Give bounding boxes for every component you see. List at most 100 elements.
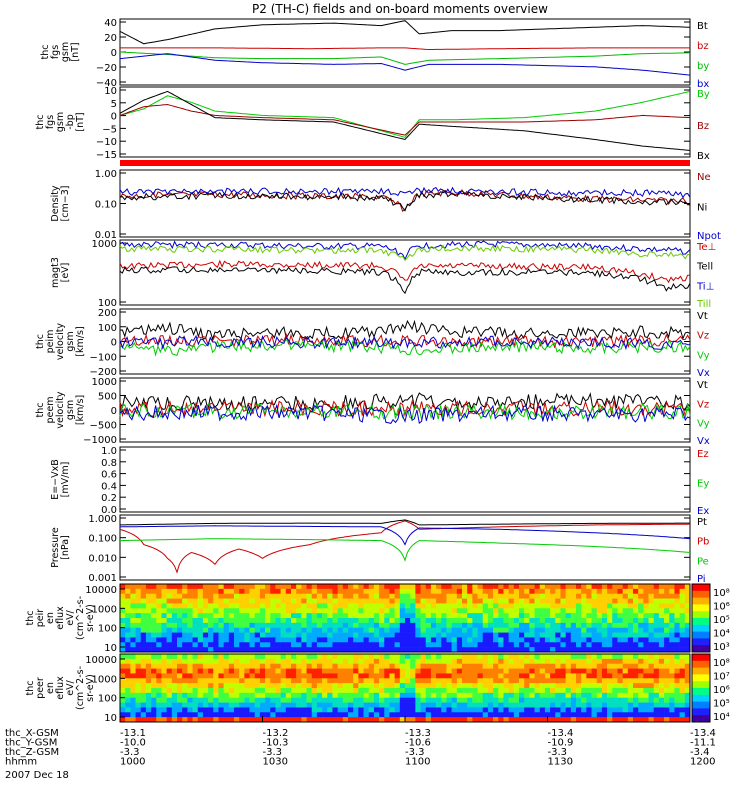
heatmap-cell: [197, 678, 204, 684]
heatmap-cell: [451, 683, 458, 689]
heatmap-cell: [125, 647, 131, 653]
heatmap-cell: [487, 642, 494, 648]
heatmap-cell: [570, 632, 577, 638]
heatmap-cell: [622, 598, 629, 604]
heatmap-cell: [617, 707, 623, 713]
heatmap-cell: [223, 654, 230, 660]
heatmap-cell: [477, 632, 484, 638]
heatmap-cell: [301, 717, 307, 723]
heatmap-cell: [519, 683, 525, 689]
heatmap-cell: [451, 608, 458, 614]
heatmap-cell: [322, 642, 328, 648]
heatmap-cell: [254, 647, 261, 653]
heatmap-cell: [296, 622, 302, 629]
heatmap-cell: [254, 637, 261, 643]
heatmap-cell: [596, 632, 603, 638]
heatmap-cell: [565, 618, 572, 624]
heatmap-cell: [244, 668, 250, 674]
heatmap-cell: [446, 642, 452, 648]
heatmap-cell: [612, 658, 618, 665]
heatmap-cell: [415, 588, 421, 595]
heatmap-cell: [337, 608, 344, 614]
heatmap-cell: [493, 647, 499, 653]
heatmap-cell: [648, 627, 655, 633]
heatmap-cell: [467, 598, 473, 604]
heatmap-cell: [363, 654, 370, 660]
heatmap-cell: [472, 707, 478, 713]
series-line-Ni: [119, 190, 691, 212]
heatmap-cell: [228, 588, 235, 595]
heatmap-cell: [389, 688, 395, 694]
heatmap-cell: [622, 663, 629, 669]
y-tick-label: 500: [98, 392, 117, 403]
heatmap-cell: [410, 668, 416, 674]
heatmap-cell: [399, 618, 406, 624]
heatmap-cell: [135, 707, 142, 713]
y-tick-label: 100: [98, 323, 117, 334]
heatmap-cell: [384, 717, 390, 723]
heatmap-cell: [482, 688, 489, 694]
heatmap-cell: [120, 642, 126, 648]
heatmap-cell: [456, 712, 463, 718]
heatmap-cell: [415, 683, 421, 689]
heatmap-cell: [565, 608, 572, 614]
heatmap-cell: [223, 622, 230, 629]
legend-entry: By: [697, 89, 710, 100]
heatmap-cell: [145, 702, 152, 708]
heatmap-cell: [570, 608, 577, 614]
heatmap-cell: [348, 627, 354, 633]
heatmap-cell: [394, 707, 401, 713]
heatmap-cell: [622, 608, 629, 614]
heatmap-cell: [166, 654, 173, 660]
heatmap-cell: [420, 678, 427, 684]
heatmap-cell: [363, 658, 370, 665]
heatmap-cell: [586, 588, 592, 595]
heatmap-cell: [353, 647, 359, 653]
heatmap-cell: [669, 697, 675, 703]
heatmap-cell: [524, 593, 530, 599]
heatmap-cell: [627, 598, 634, 604]
heatmap-cell: [565, 712, 572, 718]
heatmap-cell: [669, 683, 675, 689]
heatmap-cell: [477, 658, 484, 665]
heatmap-cell: [482, 702, 489, 708]
heatmap-cell: [576, 717, 582, 723]
heatmap-cell: [182, 642, 188, 648]
heatmap-cell: [394, 654, 401, 660]
heatmap-cell: [658, 707, 665, 713]
heatmap-cell: [327, 692, 333, 699]
heatmap-cell: [550, 678, 556, 684]
heatmap-cell: [140, 654, 147, 660]
heatmap-cell: [627, 654, 634, 660]
heatmap-cell: [596, 618, 603, 624]
y-tick-label: 1000: [92, 604, 117, 615]
heatmap-cell: [399, 603, 406, 609]
heatmap-cell: [503, 632, 509, 638]
heatmap-cell: [145, 673, 152, 679]
heatmap-cell: [280, 712, 287, 718]
heatmap-cell: [218, 668, 224, 674]
heatmap-cell: [456, 622, 463, 629]
heatmap-cell: [202, 717, 209, 723]
heatmap-cell: [430, 647, 437, 653]
heatmap-cell: [140, 717, 147, 723]
heatmap-cell: [555, 688, 561, 694]
heatmap-cell: [145, 622, 152, 629]
heatmap-cell: [482, 658, 489, 665]
heatmap-cell: [358, 647, 364, 653]
heatmap-cell: [348, 618, 354, 624]
heatmap-cell: [487, 627, 494, 633]
y-axis-label-line: en: [45, 612, 56, 624]
heatmap-cell: [529, 707, 535, 713]
heatmap-cell: [306, 692, 313, 699]
heatmap-cell: [612, 627, 618, 633]
heatmap-cell: [612, 593, 618, 599]
heatmap-cell: [228, 647, 235, 653]
heatmap-cell: [462, 632, 468, 638]
heatmap-cell: [633, 712, 639, 718]
heatmap-cell: [627, 663, 634, 669]
heatmap-cell: [363, 622, 370, 629]
heatmap-cell: [327, 603, 333, 609]
heatmap-cell: [140, 688, 147, 694]
heatmap-cell: [192, 678, 199, 684]
